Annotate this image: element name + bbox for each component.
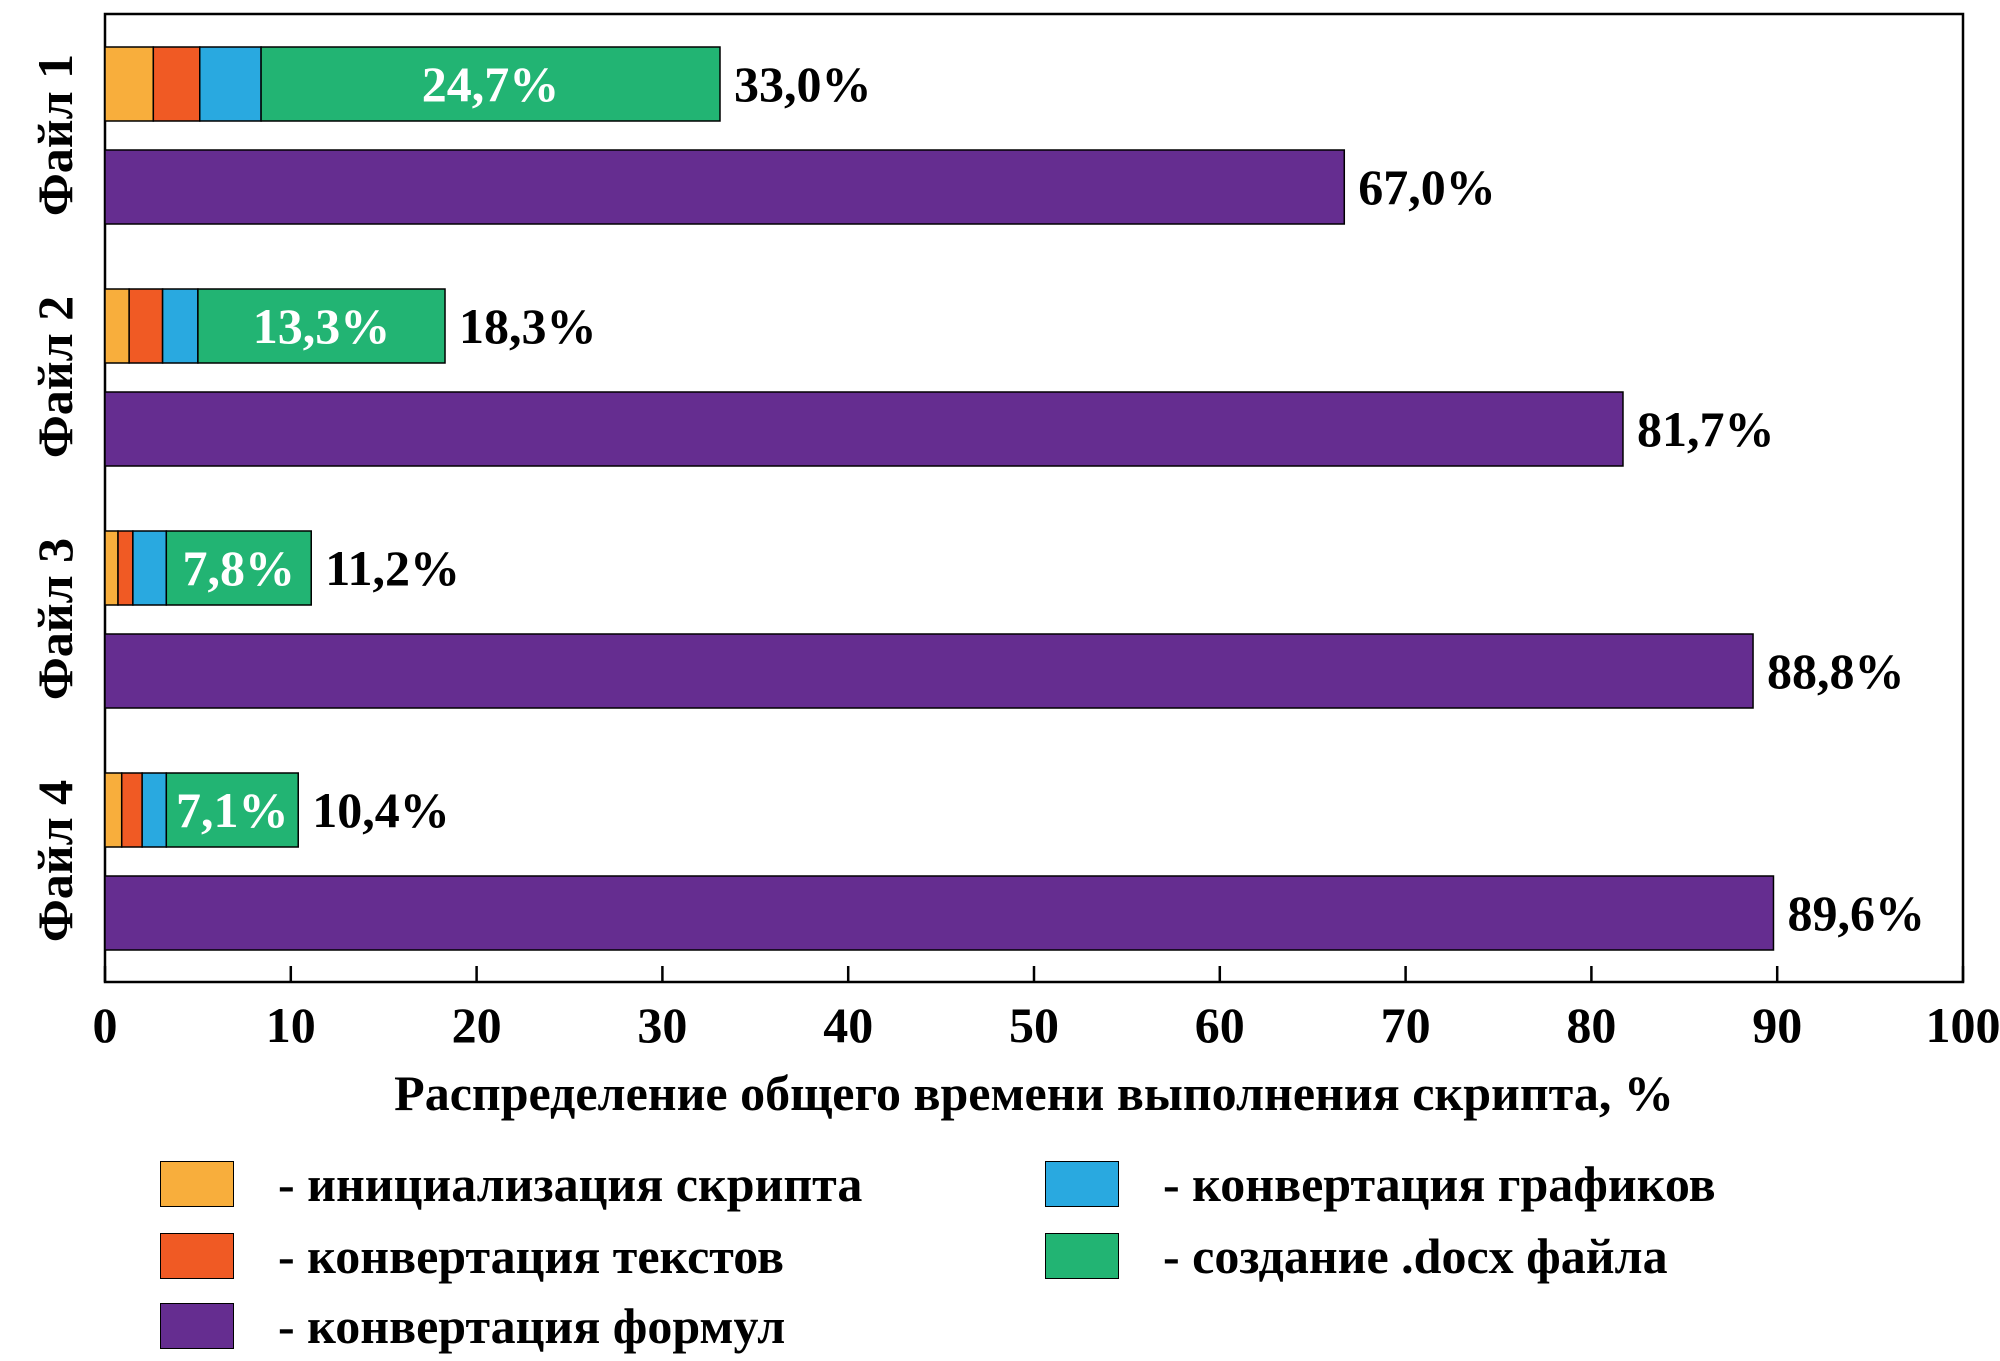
bar-inner-label: 7,1% <box>176 782 289 838</box>
x-tick-label: 60 <box>1195 997 1245 1053</box>
x-tick-label: 100 <box>1926 997 2000 1053</box>
bar-segment-graphics <box>199 46 262 122</box>
bar-segment-graphics <box>132 530 168 606</box>
bar-segment-graphics <box>161 288 199 364</box>
bar-formula <box>104 391 1624 467</box>
bar-segment-init <box>104 772 123 848</box>
x-tick-label: 30 <box>637 997 687 1053</box>
bar-segment-docx <box>197 288 446 364</box>
bar-segment-text <box>128 288 164 364</box>
x-tick-label: 10 <box>266 997 316 1053</box>
bar-formula-label: 67,0% <box>1358 159 1496 215</box>
bar-formula-label: 81,7% <box>1637 401 1775 457</box>
y-category-label: Файл 2 <box>27 296 83 458</box>
bar-total-label: 10,4% <box>312 782 450 838</box>
x-tick-label: 0 <box>93 997 118 1053</box>
y-category-label: Файл 4 <box>27 780 83 942</box>
y-category-label: Файл 3 <box>27 538 83 700</box>
x-tick-label: 90 <box>1752 997 1802 1053</box>
x-tick-label: 20 <box>452 997 502 1053</box>
bar-total-label: 11,2% <box>325 540 460 596</box>
bar-formula-label: 88,8% <box>1767 643 1905 699</box>
x-tick-label: 40 <box>823 997 873 1053</box>
bar-inner-label: 13,3% <box>253 298 391 354</box>
bar-total-label: 18,3% <box>459 298 597 354</box>
bar-segment-init <box>104 46 155 122</box>
x-tick-label: 50 <box>1009 997 1059 1053</box>
bar-segment-docx <box>165 772 299 848</box>
bar-total-label: 33,0% <box>734 56 872 112</box>
bar-segment-docx <box>165 530 312 606</box>
bar-formula <box>104 149 1346 225</box>
bar-segment-init <box>104 530 119 606</box>
x-tick-label: 80 <box>1566 997 1616 1053</box>
bar-inner-label: 7,8% <box>183 540 296 596</box>
x-tick-label: 70 <box>1381 997 1431 1053</box>
bar-segment-text <box>117 530 134 606</box>
bar-formula-label: 89,6% <box>1787 885 1925 941</box>
bar-formula <box>104 633 1754 709</box>
bar-segment-docx <box>260 46 721 122</box>
bar-segment-text <box>120 772 143 848</box>
y-category-label: Файл 1 <box>27 54 83 216</box>
bar-formula <box>104 875 1775 951</box>
bar-segment-init <box>104 288 130 364</box>
bar-segment-text <box>152 46 201 122</box>
x-axis-title: Распределение общего времени выполнения … <box>394 1065 1674 1121</box>
bar-segment-graphics <box>141 772 168 848</box>
bar-inner-label: 24,7% <box>422 56 560 112</box>
